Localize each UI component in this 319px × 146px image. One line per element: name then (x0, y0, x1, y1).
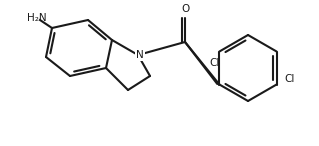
Text: O: O (181, 4, 189, 14)
Text: Cl: Cl (285, 73, 295, 84)
Text: N: N (136, 50, 144, 60)
Text: H₂N: H₂N (27, 13, 47, 23)
Text: Cl: Cl (209, 59, 219, 68)
